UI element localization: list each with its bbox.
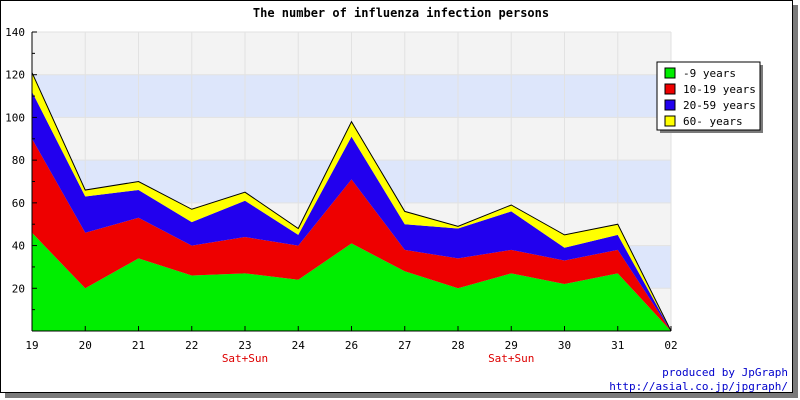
x-tick-label: 21 bbox=[132, 339, 145, 352]
area-series-20-59-years bbox=[32, 91, 671, 331]
x-tick-note: Sat+Sun bbox=[488, 352, 534, 365]
stacked-area-chart: 20 40 60 80 100 120 140 19 20 21 22 23 24 26 27 28 29 30… bbox=[5, 6, 763, 365]
y-tick-label: 20 bbox=[12, 282, 25, 295]
y-tick-label: 40 bbox=[12, 240, 25, 253]
legend-label-10-19-years: 10-19 years bbox=[683, 83, 756, 96]
x-tick-label: 02 bbox=[664, 339, 677, 352]
y-tick-labels: 20 40 60 80 100 120 140 bbox=[5, 26, 25, 295]
legend-swatch-60-years bbox=[664, 115, 676, 127]
series-areas bbox=[31, 72, 672, 332]
legend-label-20-59-years: 20-59 years bbox=[683, 99, 756, 112]
y-tick-label: 140 bbox=[5, 26, 25, 39]
area-series-60-years bbox=[32, 72, 671, 331]
y-tick-label: 120 bbox=[5, 69, 25, 82]
x-tick-label: 24 bbox=[292, 339, 306, 352]
chart-title: The number of influenza infection person… bbox=[253, 6, 549, 20]
axes bbox=[31, 31, 672, 332]
y-tick-label: 60 bbox=[12, 197, 25, 210]
x-tick-label: 28 bbox=[451, 339, 464, 352]
legend-label-9-years: -9 years bbox=[683, 67, 736, 80]
credit-url[interactable]: http://asial.co.jp/jpgraph/ bbox=[609, 380, 788, 393]
legend-swatch-10-19-years bbox=[664, 83, 676, 95]
credit-block: produced by JpGraph http://asial.co.jp/j… bbox=[609, 366, 788, 394]
x-tick-label: 22 bbox=[185, 339, 198, 352]
x-tick-label: 31 bbox=[611, 339, 624, 352]
chart-frame: 20 40 60 80 100 120 140 19 20 21 22 23 24 26 27 28 29 30… bbox=[0, 0, 793, 393]
legend-swatch-20-59-years bbox=[664, 99, 676, 111]
x-tick-label: 23 bbox=[238, 339, 251, 352]
area-series-10-19-years bbox=[32, 138, 671, 331]
x-tick-label: 26 bbox=[345, 339, 358, 352]
x-tick-note: Sat+Sun bbox=[222, 352, 268, 365]
legend-swatch-9-years bbox=[664, 67, 676, 79]
x-tick-label: 29 bbox=[505, 339, 518, 352]
x-tick-labels: 19 20 21 22 23 24 26 27 28 29 30 31 02 Sat+Sun Sat+Sun bbox=[25, 339, 677, 365]
x-tick-label: 20 bbox=[79, 339, 92, 352]
area-series-9-years bbox=[32, 232, 671, 331]
x-tick-label: 30 bbox=[558, 339, 571, 352]
total-outline bbox=[31, 72, 672, 332]
y-tick-label: 80 bbox=[12, 154, 25, 167]
legend: -9 years 10-19 years 20-59 years 60- years bbox=[656, 61, 763, 133]
x-tick-label: 27 bbox=[398, 339, 411, 352]
x-tick-label: 19 bbox=[25, 339, 38, 352]
y-tick-label: 100 bbox=[5, 111, 25, 124]
credit-producer: produced by JpGraph bbox=[662, 366, 788, 379]
legend-label-60-years: 60- years bbox=[683, 115, 743, 128]
